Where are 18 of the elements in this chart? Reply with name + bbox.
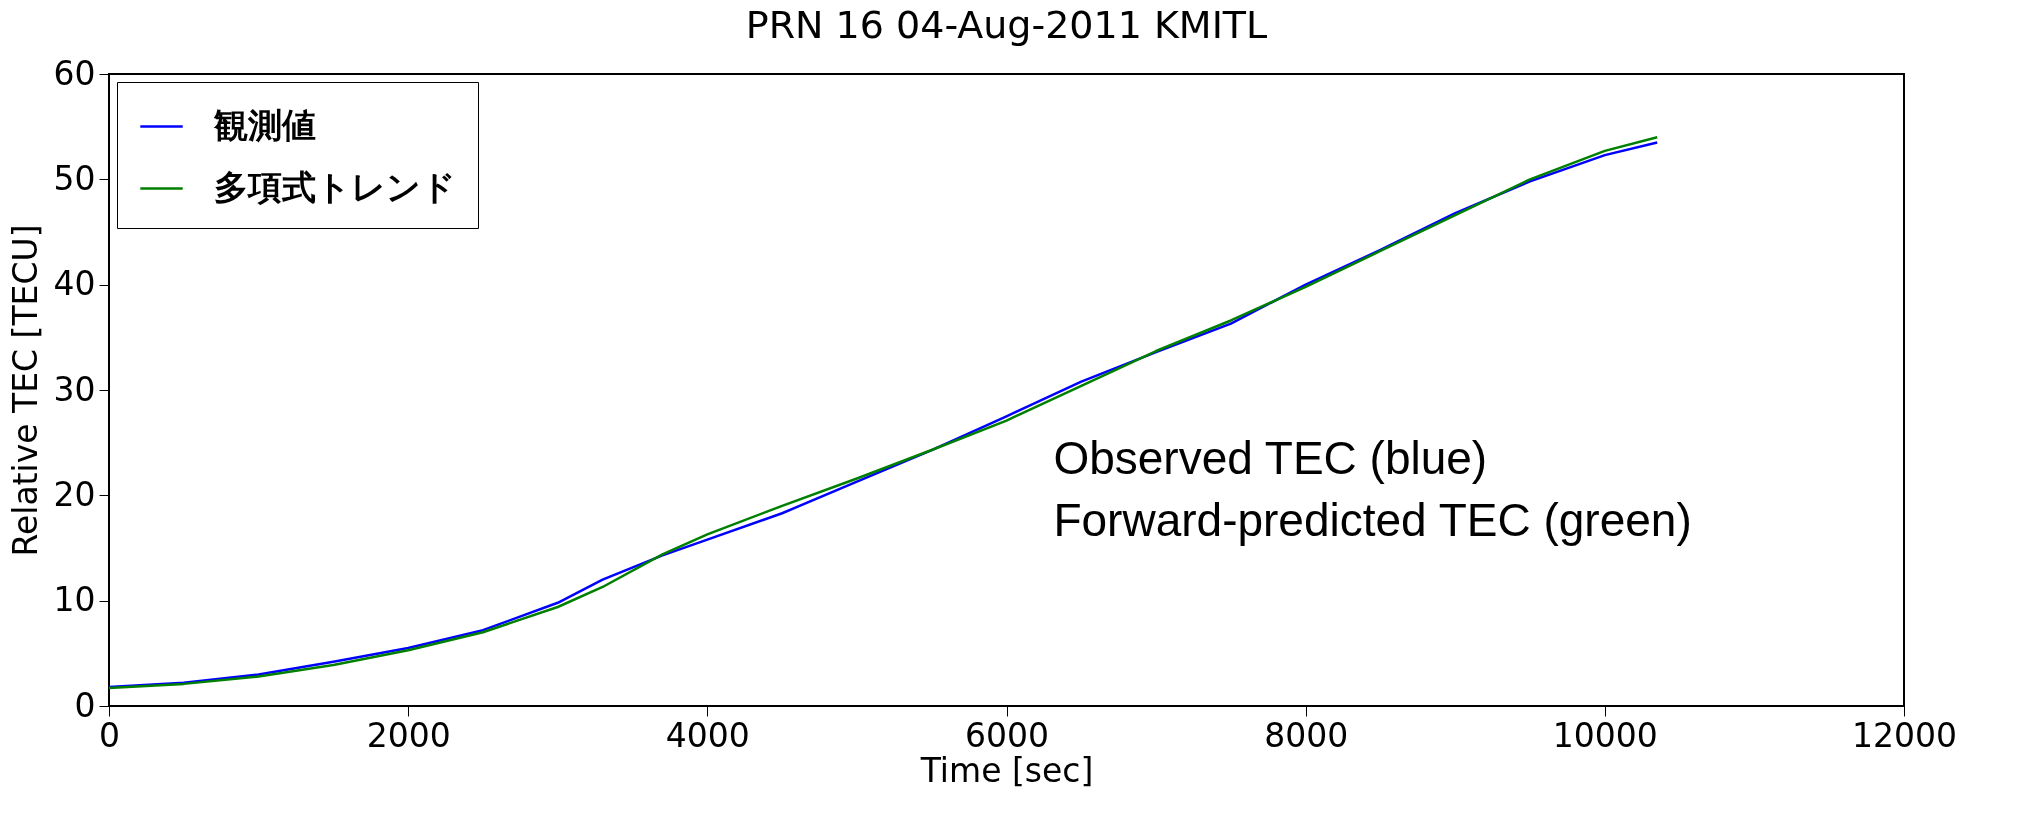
y-tick-label: 50 <box>53 158 96 198</box>
y-tick-label: 60 <box>53 53 96 93</box>
y-axis-title: Relative TEC [TECU] <box>5 224 45 557</box>
annotation: Observed TEC (blue) <box>1053 431 1488 484</box>
x-tick-label: 8000 <box>1264 715 1349 755</box>
y-tick-label: 20 <box>53 474 96 514</box>
y-tick-label: 40 <box>53 264 96 304</box>
y-tick-label: 0 <box>74 685 96 725</box>
annotation: Forward-predicted TEC (green) <box>1053 493 1692 546</box>
y-tick-label: 10 <box>53 580 96 620</box>
y-tick-label: 30 <box>53 369 96 409</box>
x-tick-label: 2000 <box>366 715 451 755</box>
x-tick-label: 12000 <box>1852 715 1957 755</box>
x-tick-label: 10000 <box>1552 715 1658 755</box>
legend-label: 多項式トレンド <box>214 166 456 207</box>
x-tick-label: 4000 <box>665 715 750 755</box>
chart-title: PRN 16 04-Aug-2011 KMITL <box>745 3 1268 47</box>
legend-label: 観測値 <box>213 104 316 145</box>
